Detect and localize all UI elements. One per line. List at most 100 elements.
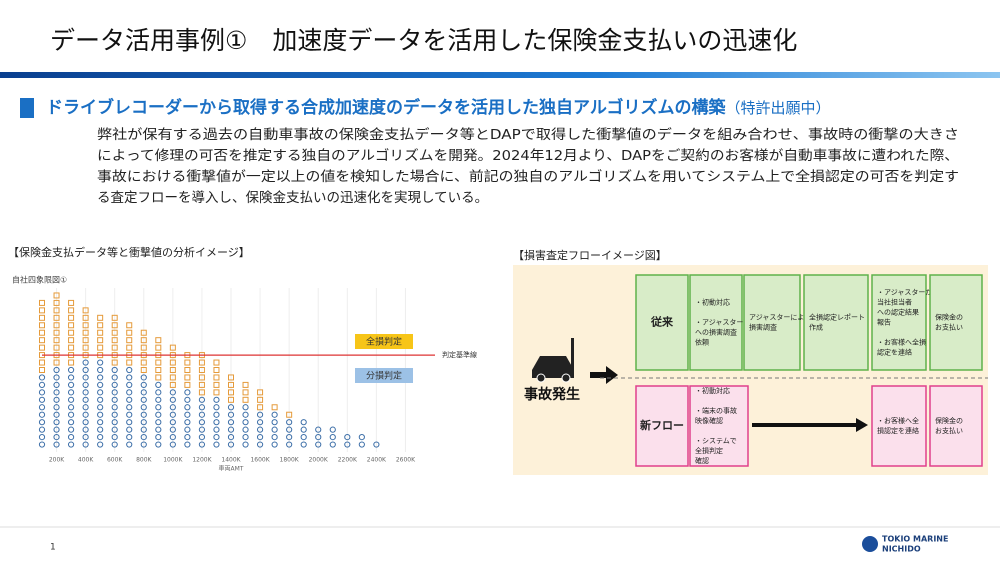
logo-mark [862, 536, 878, 552]
orange-point [286, 411, 293, 418]
orange-point [169, 374, 176, 381]
orange-point [184, 367, 191, 373]
old-step-text: ・初動対応 [695, 298, 730, 307]
orange-point [68, 329, 75, 336]
chart-title: 自社四象限図① [12, 275, 67, 285]
blue-point [271, 426, 278, 433]
blue-point [126, 441, 133, 448]
blue-point [140, 419, 147, 426]
blue-point [111, 426, 118, 433]
blue-point [67, 404, 75, 411]
blue-point [53, 419, 60, 426]
blue-point [271, 411, 278, 418]
blue-point [300, 426, 307, 433]
orange-point [53, 314, 60, 321]
blue-point [169, 426, 176, 433]
blue-point [286, 426, 293, 433]
blue-point [67, 374, 75, 381]
orange-point [53, 307, 60, 314]
blue-point [111, 389, 118, 396]
orange-point [68, 344, 75, 351]
blue-point [53, 404, 60, 411]
blue-point [242, 426, 249, 433]
orange-point [68, 359, 75, 366]
orange-point [126, 344, 133, 351]
heading-note: （特許出願中） [726, 99, 831, 117]
blue-point [82, 411, 89, 418]
blue-point [38, 441, 46, 448]
blue-point [213, 441, 220, 448]
orange-point [155, 337, 162, 344]
blue-point [126, 374, 133, 381]
blue-point [126, 389, 133, 396]
x-tick-label: 2400K [367, 457, 387, 464]
blue-point [97, 404, 104, 411]
blue-point [53, 381, 60, 389]
orange-point [140, 337, 147, 344]
orange-point [82, 337, 89, 344]
blue-point [82, 374, 89, 381]
orange-point [53, 329, 60, 336]
blue-point [271, 419, 278, 426]
orange-point [39, 307, 45, 314]
orange-point [169, 381, 176, 388]
blue-point [140, 381, 147, 389]
blue-point [227, 441, 235, 448]
blue-point [213, 433, 220, 441]
threshold-label: 判定基準線 [442, 350, 477, 359]
row-label-box [635, 385, 689, 467]
section-marker [20, 98, 34, 118]
old-step-text: 作成 [809, 323, 823, 332]
orange-point [97, 337, 104, 344]
orange-point [68, 337, 75, 344]
total-label: 全損判定 [366, 336, 402, 348]
orange-point [111, 322, 118, 329]
old-step-text: への認定結果 [877, 308, 919, 317]
blue-point [169, 433, 176, 441]
orange-point [68, 322, 75, 329]
blue-point [82, 366, 89, 374]
event-arrow [590, 366, 618, 384]
blue-point [140, 441, 147, 448]
orange-point [213, 389, 220, 396]
blue-point [184, 441, 191, 448]
blue-point [97, 426, 104, 433]
heading-text: ドライブレコーダーから取得する合成加速度のデータを活用した独自アルゴリズムの構築 [46, 97, 726, 118]
blue-point [38, 381, 46, 389]
blue-point [82, 359, 89, 366]
blue-point [140, 374, 147, 381]
event-label: 事故発生 [524, 386, 580, 403]
orange-point [82, 307, 89, 314]
orange-point [111, 344, 118, 351]
blue-point [256, 419, 264, 426]
blue-point [126, 433, 133, 441]
body-line: 弊社が保有する過去の自動車事故の保険金支払データ等とDAPで取得した衝撃値のデー… [97, 126, 959, 143]
blue-point [126, 419, 133, 426]
blue-point [53, 411, 60, 418]
orange-point [53, 337, 60, 344]
blue-point [184, 433, 191, 441]
blue-point [67, 366, 75, 374]
partial-label: 分損判定 [366, 370, 402, 382]
blue-point [53, 389, 60, 396]
orange-point [228, 374, 234, 381]
new-step [689, 385, 749, 467]
blue-point [140, 426, 147, 433]
old-step-text: ・アジャスターから [877, 288, 939, 297]
blue-point [111, 366, 118, 374]
section-heading: ドライブレコーダーから取得する合成加速度のデータを活用した独自アルゴリズムの構築… [46, 97, 831, 118]
x-tick-label: 2600K [396, 457, 416, 464]
blue-point [358, 441, 365, 448]
blue-point [82, 433, 89, 441]
blue-point [242, 419, 249, 426]
blue-point [38, 419, 46, 426]
orange-point [228, 381, 234, 388]
blue-point [213, 396, 220, 403]
x-tick-label: 1800K [280, 457, 300, 464]
blue-point [82, 389, 89, 396]
blue-point [155, 433, 162, 441]
orange-point [53, 299, 60, 306]
blue-point [315, 433, 322, 441]
orange-point [97, 344, 104, 351]
orange-point [53, 322, 60, 329]
